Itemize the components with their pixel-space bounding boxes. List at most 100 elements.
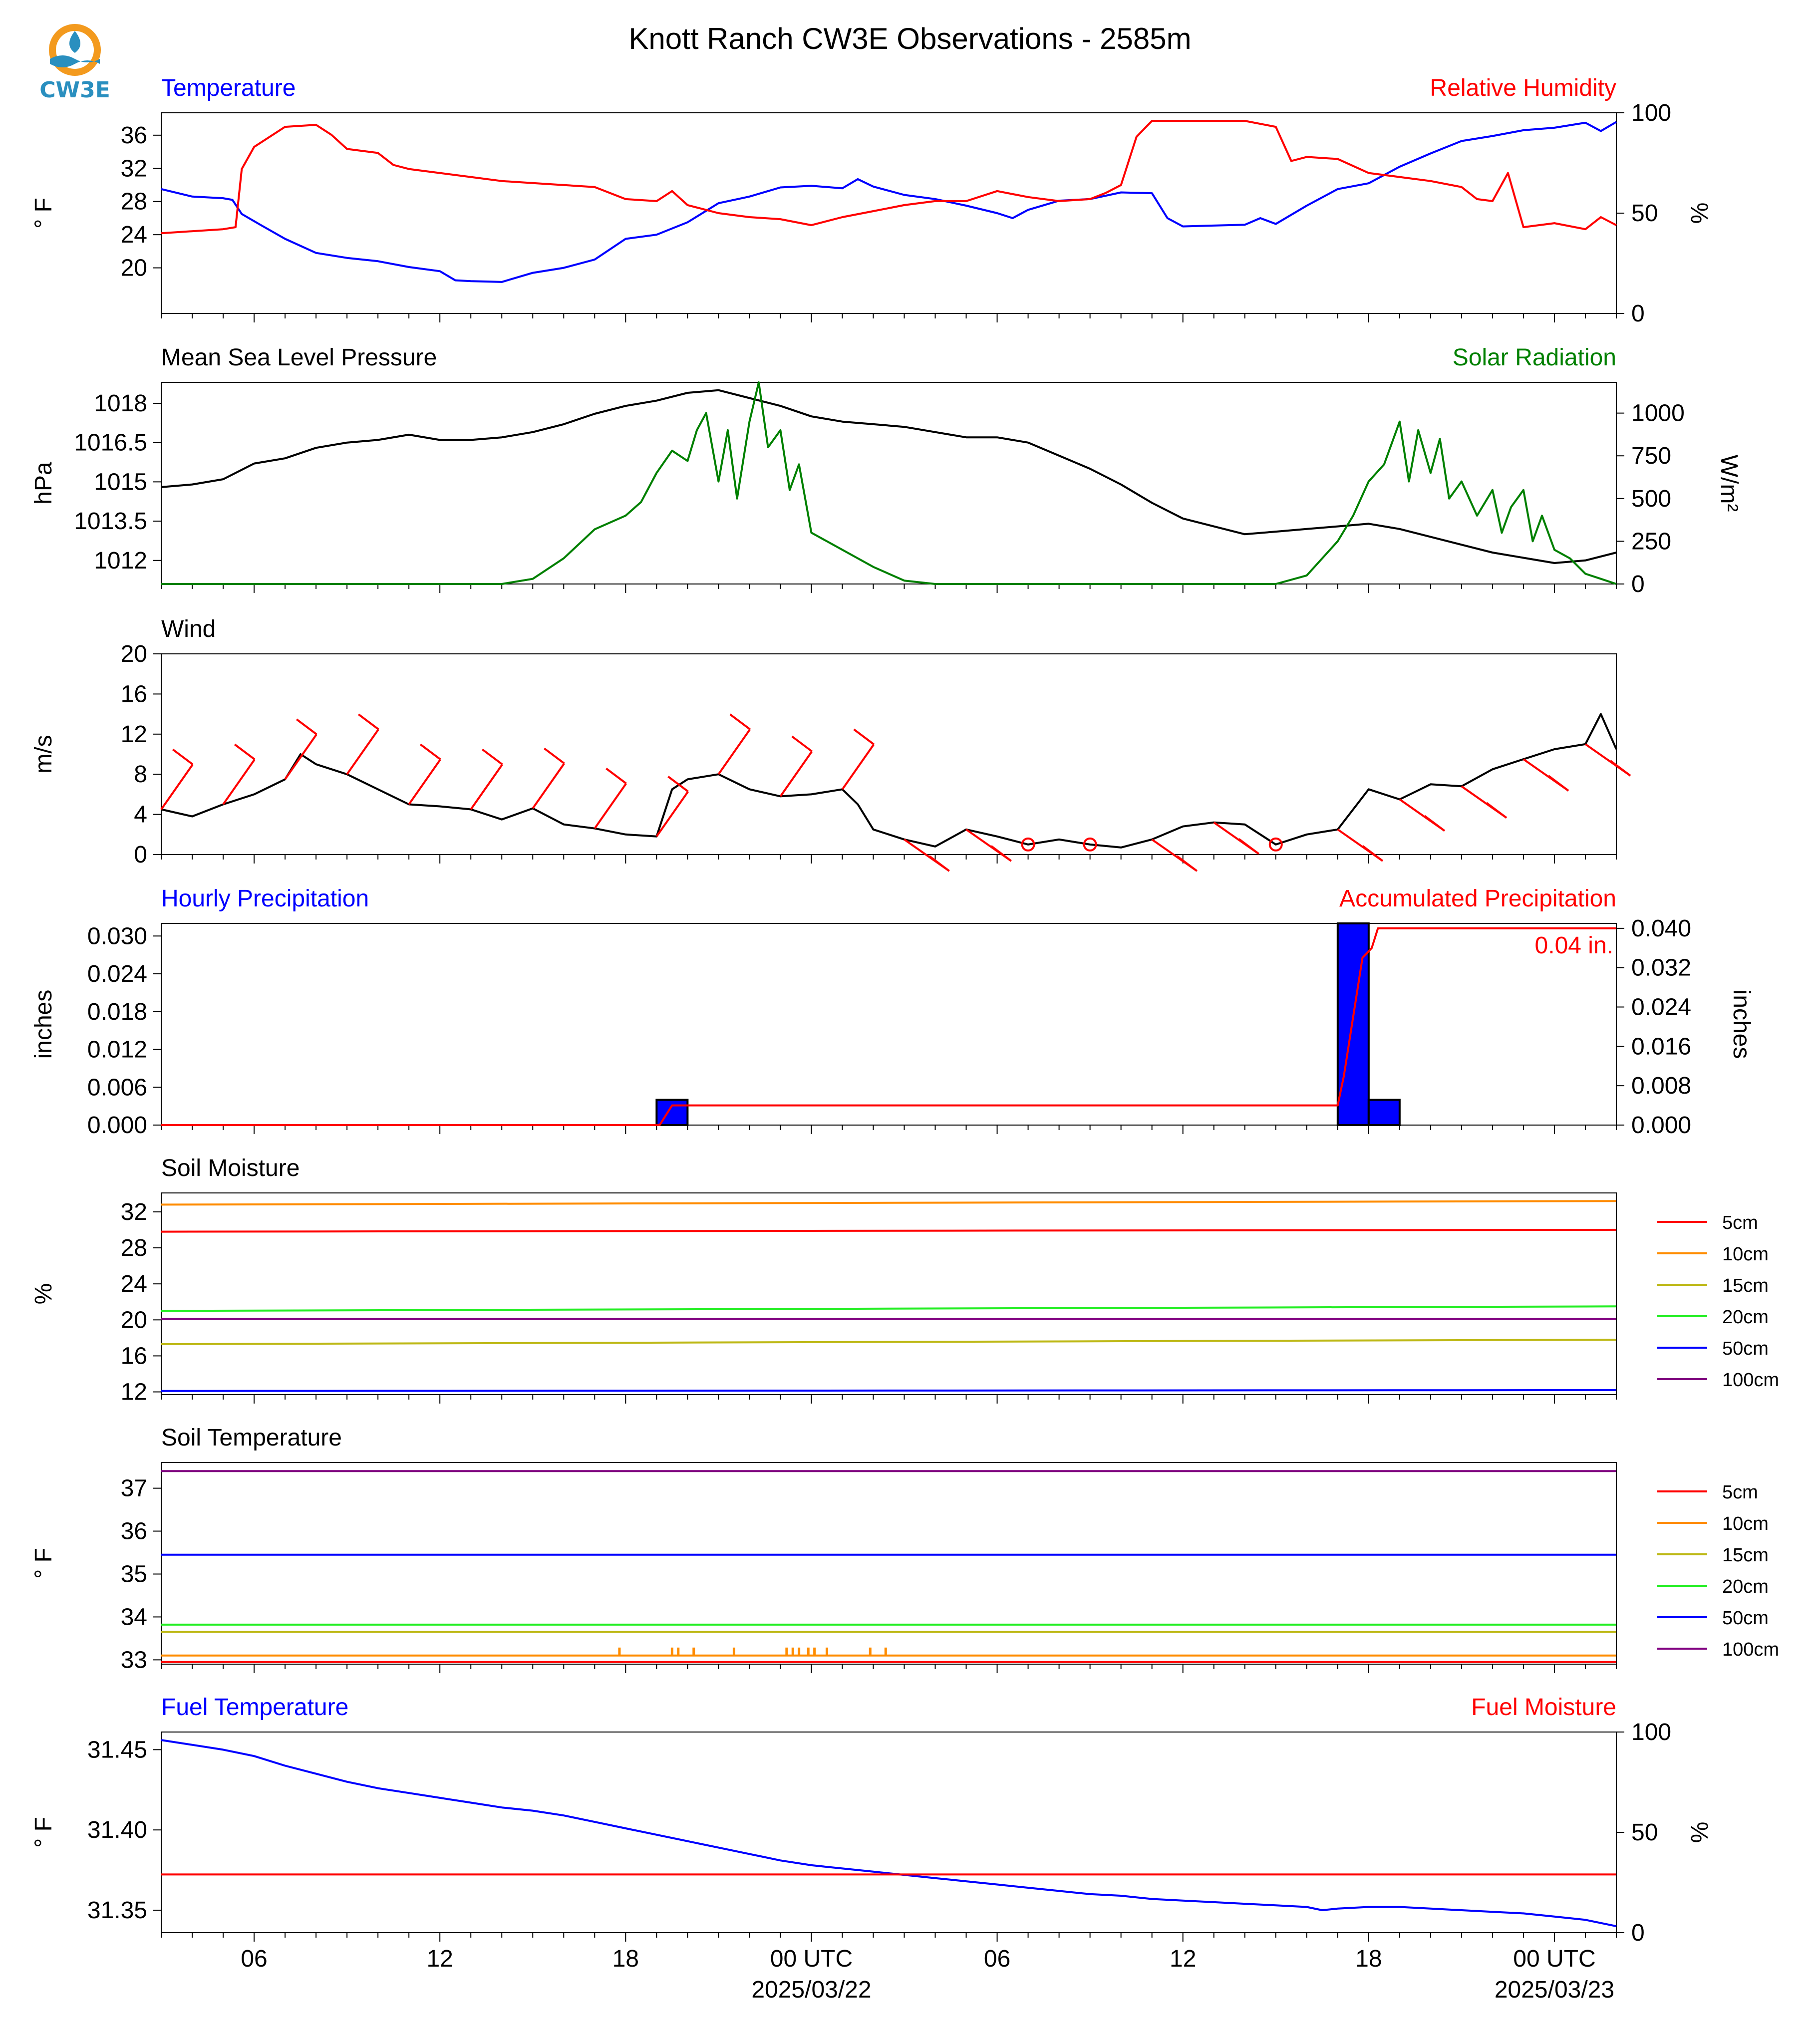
plot-frame xyxy=(161,382,1617,584)
series-line-wind-speed xyxy=(161,713,1617,849)
logo-text: CW3E xyxy=(39,77,110,103)
y-tick-label-right: 750 xyxy=(1631,443,1671,469)
y-tick-label: 33 xyxy=(121,1647,147,1673)
x-tick-label: 00 UTC xyxy=(1513,1946,1595,1972)
panel-title-left: Wind xyxy=(161,616,216,642)
wind-barb-flag xyxy=(928,855,950,872)
panel-title-left: Hourly Precipitation xyxy=(161,885,369,912)
wind-barb-icon xyxy=(594,783,627,829)
soil-legend: 5cm 10cm 15cm 20cm 50cm 100cm xyxy=(1657,1482,1779,1660)
y-tick-label-right: 0.008 xyxy=(1631,1073,1691,1099)
y-tick-label-right: 0.000 xyxy=(1631,1112,1691,1139)
legend-label: 50cm xyxy=(1722,1608,1769,1629)
wind-barb-flag xyxy=(358,713,379,730)
series-line-temperature xyxy=(161,121,1617,283)
plot-frame xyxy=(161,923,1617,1126)
wind-barb-flag xyxy=(172,748,194,766)
series-line-mean-sea-level-pressure xyxy=(161,389,1617,564)
y-tick-label: 34 xyxy=(121,1604,147,1630)
precip-bar xyxy=(1367,1099,1401,1126)
series-line-relative-humidity xyxy=(161,120,1617,235)
wind-barb-icon xyxy=(717,728,751,775)
wind-barb-flag xyxy=(482,748,503,766)
legend-label: 20cm xyxy=(1722,1307,1769,1328)
y-tick-label: 1013.5 xyxy=(74,508,147,535)
wind-barb-flag xyxy=(1362,845,1384,862)
series-line-15cm xyxy=(161,1339,1617,1345)
y-tick-label: 16 xyxy=(121,681,147,707)
wind-barb-icon xyxy=(841,744,875,790)
wind-barb-flag xyxy=(1609,760,1631,777)
x-date-label: 2025/03/23 xyxy=(1495,1977,1614,2003)
x-date-label: 2025/03/22 xyxy=(751,1977,871,2003)
y-axis-label-right: % xyxy=(1686,1822,1712,1843)
y-tick-label: 0.000 xyxy=(87,1112,147,1139)
y-tick-label: 8 xyxy=(134,761,147,788)
soil-legend: 5cm 10cm 15cm 20cm 50cm 100cm xyxy=(1657,1212,1779,1391)
x-axis-labels: 06 12 18 00 UTC 06 12 18 00 UTC 2025/03/22 2025/0… xyxy=(241,1946,1614,2003)
panel-title-left: Soil Moisture xyxy=(161,1155,300,1181)
x-tick-label: 18 xyxy=(612,1946,639,1972)
y-tick-label-right: 0.016 xyxy=(1631,1033,1691,1060)
y-axis-label: inches xyxy=(30,990,57,1059)
wind-barb-icon xyxy=(222,759,256,805)
logo-wave-icon xyxy=(50,55,100,67)
y-axis-label: hPa xyxy=(30,462,57,505)
y-tick-label: 31.45 xyxy=(87,1737,147,1763)
legend-label: 20cm xyxy=(1722,1576,1769,1597)
y-tick-label: 0.018 xyxy=(87,999,147,1025)
wind-barb-flag xyxy=(791,735,813,752)
precip-bar xyxy=(1336,922,1370,1126)
wind-barb-icon xyxy=(532,763,565,809)
y-axis-label: % xyxy=(30,1283,57,1305)
panel-title-left: Mean Sea Level Pressure xyxy=(161,344,437,371)
y-tick-label: 32 xyxy=(121,155,147,182)
x-tick-label: 12 xyxy=(426,1946,453,1972)
y-axis-label-right: inches xyxy=(1728,990,1755,1059)
panel-title-right: Fuel Moisture xyxy=(1471,1694,1616,1721)
y-tick-label: 1012 xyxy=(94,548,147,574)
y-tick-label: 0.012 xyxy=(87,1037,147,1063)
y-tick-label: 24 xyxy=(121,222,147,248)
y-tick-label-right: 0 xyxy=(1631,571,1645,597)
panel-title-left: Soil Temperature xyxy=(161,1425,342,1451)
wind-barb-flag xyxy=(1176,855,1198,872)
y-tick-label-right: 250 xyxy=(1631,528,1671,555)
wind-barb-flag xyxy=(296,718,317,735)
wind-barb-flag xyxy=(853,728,875,745)
y-tick-label: 12 xyxy=(121,721,147,748)
y-axis-label: ° F xyxy=(30,198,57,229)
panel-title-right: Solar Radiation xyxy=(1453,344,1616,371)
wind-barb-flag xyxy=(420,743,441,760)
legend-label: 5cm xyxy=(1722,1482,1758,1503)
y-tick-label: 37 xyxy=(121,1475,147,1502)
y-tick-label: 4 xyxy=(134,802,147,828)
y-tick-label: 1016.5 xyxy=(74,430,147,456)
wind-barb-flag xyxy=(1547,775,1569,792)
series-line-solar-radiation xyxy=(161,381,1617,585)
legend-label: 100cm xyxy=(1722,1639,1779,1660)
legend-label: 5cm xyxy=(1722,1212,1758,1233)
y-tick-label: 1015 xyxy=(94,469,147,495)
y-tick-label: 0.006 xyxy=(87,1074,147,1101)
y-tick-label-right: 50 xyxy=(1631,200,1658,227)
series-line-accumulated-precipitation xyxy=(161,927,1616,1126)
series-line-5cm xyxy=(161,1228,1617,1233)
x-tick-label: 12 xyxy=(1170,1946,1196,1972)
legend-label: 50cm xyxy=(1722,1338,1769,1359)
wind-barb-flag xyxy=(667,776,689,793)
wind-barb-icon xyxy=(284,733,317,780)
y-tick-label: 16 xyxy=(121,1343,147,1369)
chart-soil_moisture: 12 16 20 24 28 32% Soil Moisture 5cm 10cm 15cm 20c… xyxy=(30,1155,1779,1406)
y-tick-label-right: 0 xyxy=(1631,300,1645,327)
plot-frame xyxy=(161,1732,1617,1933)
precip-total-annotation: 0.04 in. xyxy=(1535,932,1613,959)
series-line-10cm xyxy=(161,1200,1617,1206)
y-tick-label: 28 xyxy=(121,1235,147,1261)
y-axis-label-right: % xyxy=(1686,203,1712,224)
wind-barb-flag xyxy=(729,713,751,730)
chart-precip: 0.000 0.006 0.012 0.018 0.024 0.030 0.000 0.008… xyxy=(30,885,1755,1139)
wind-barb-icon xyxy=(160,764,194,810)
legend-label: 100cm xyxy=(1722,1370,1779,1391)
